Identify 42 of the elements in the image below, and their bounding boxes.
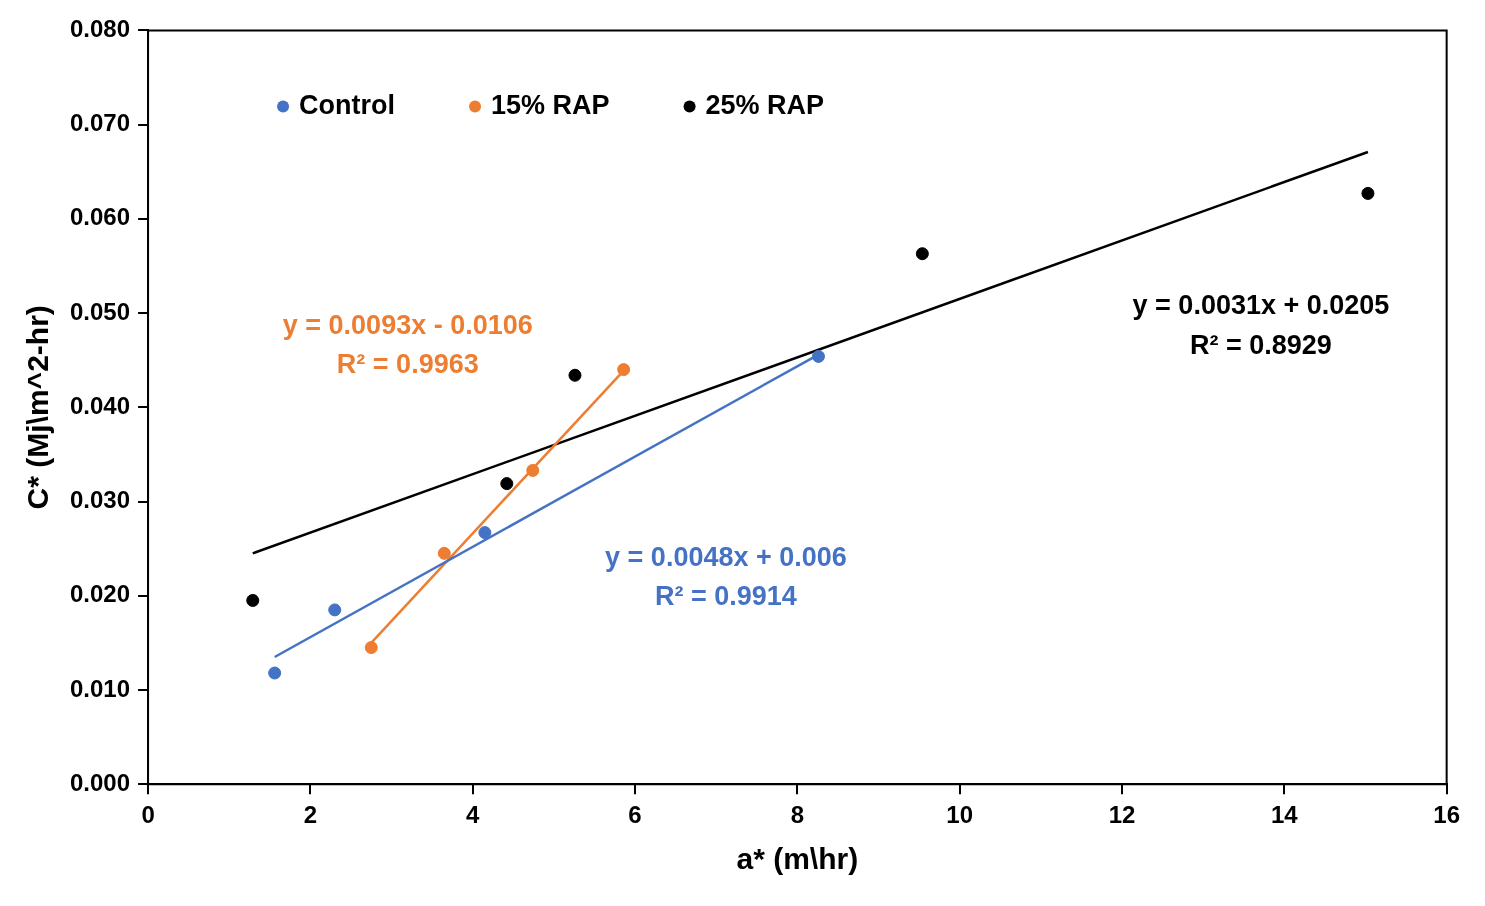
point	[568, 368, 582, 382]
y-tick-label: 0.070	[70, 109, 131, 137]
y-tick-label: 0.000	[70, 768, 131, 796]
x-tick-label: 2	[303, 801, 318, 829]
legend-label: Control	[299, 89, 396, 120]
point	[617, 363, 631, 377]
point	[268, 666, 282, 680]
y-tick-label: 0.050	[70, 297, 131, 325]
y-tick-label: 0.060	[70, 203, 131, 231]
point	[478, 526, 492, 540]
y-tick-label: 0.030	[70, 486, 131, 514]
point	[437, 546, 451, 560]
y-tick-label: 0.020	[70, 580, 131, 608]
annotation: R² = 0.9963	[336, 349, 479, 380]
legend-label: 25% RAP	[705, 89, 825, 120]
point	[500, 477, 514, 491]
point	[915, 247, 929, 261]
y-tick-label: 0.080	[70, 15, 131, 43]
x-tick-label: 10	[946, 801, 974, 829]
point	[1361, 186, 1375, 200]
annotation: y = 0.0093x - 0.0106	[282, 310, 533, 341]
annotation: y = 0.0048x + 0.006	[605, 541, 847, 572]
annotation: R² = 0.9914	[655, 580, 797, 611]
x-tick-label: 6	[628, 801, 642, 829]
annotation: y = 0.0031x + 0.0205	[1132, 289, 1390, 320]
point	[246, 593, 260, 607]
x-tick-label: 0	[141, 801, 155, 829]
x-tick-label: 8	[790, 801, 805, 829]
x-tick-label: 16	[1433, 801, 1460, 829]
point	[328, 603, 342, 617]
y-tick-label: 0.010	[70, 674, 131, 702]
x-axis-title: a* (m\hr)	[736, 842, 859, 876]
annotation: R² = 0.8929	[1190, 329, 1332, 360]
legend-label: 15% RAP	[491, 89, 610, 120]
point	[811, 349, 825, 363]
x-tick-label: 12	[1108, 801, 1136, 829]
x-tick-label: 4	[466, 801, 481, 829]
y-axis-title: C* (Mj\m^2-hr)	[21, 305, 55, 510]
y-tick-label: 0.040	[70, 391, 131, 419]
point	[526, 463, 540, 477]
x-tick-label: 14	[1270, 801, 1299, 829]
point	[364, 641, 378, 655]
